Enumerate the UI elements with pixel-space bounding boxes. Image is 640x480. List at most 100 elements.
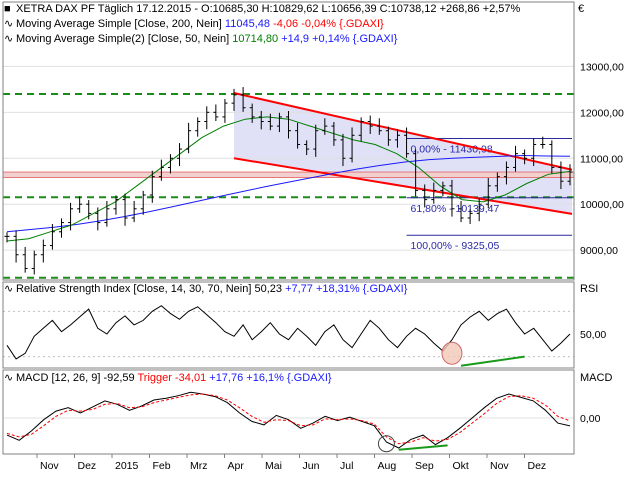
panel-frame [2, 281, 575, 369]
rsi-legend: ∿ Relative Strength Index [Close, 14, 30… [4, 283, 598, 295]
price-bar [86, 200, 92, 220]
rsi-legend-row: Relative Strength Index [Close, 14, 30, … [16, 283, 408, 295]
price-bar [322, 118, 328, 135]
macd-trigger-value: -34,01 [175, 372, 206, 384]
price-bar [240, 87, 246, 112]
rsi-tick-label: 50,00 [580, 329, 606, 341]
price-bar [131, 200, 137, 223]
ma200-icon: ∿ [4, 18, 13, 30]
macd-divergence-arrow [398, 444, 448, 451]
price-bar [231, 88, 237, 111]
price-bar [276, 112, 282, 133]
price-bar [186, 122, 192, 154]
macd-divergence-marker [377, 435, 395, 453]
price-bar [522, 149, 528, 165]
price-bar [503, 161, 509, 185]
price-bar [449, 179, 455, 217]
x-tick-label: Nov [490, 460, 509, 472]
price-bar [513, 145, 519, 172]
price-bar [494, 172, 500, 192]
price-bar [58, 218, 64, 238]
price-bar [431, 182, 437, 204]
price-bar [177, 143, 183, 167]
price-bar [458, 200, 464, 223]
price-bar [540, 136, 546, 149]
price-bar [213, 104, 219, 122]
price-bar [440, 181, 446, 197]
price-bar [349, 127, 355, 163]
x-tick-label: Mai [265, 460, 282, 472]
price-bar [422, 184, 428, 208]
x-tick-label: Feb [153, 460, 171, 472]
price-bar [385, 126, 391, 146]
price-bar [204, 106, 210, 130]
price-legend: ■ XETRA DAX PF Täglich 17.12.2015 - O:10… [4, 3, 584, 45]
x-tick-label: Mrz [190, 460, 208, 472]
price-bar [413, 149, 419, 197]
price-bar [394, 129, 400, 148]
macd-axis-title: MACD [580, 372, 612, 384]
macd-panel: 0,00 [3, 391, 601, 453]
x-tick-label: Dez [78, 460, 97, 472]
instrument-title: XETRA DAX PF Täglich 17.12.2015 - O:1068… [16, 3, 521, 15]
price-bar [476, 198, 482, 222]
price-bar [31, 250, 37, 275]
currency-label: € [578, 3, 584, 15]
macd-label: MACD [12, 26, 9] [16, 372, 100, 384]
rsi-divergence-arrow [460, 355, 525, 367]
price-bar [249, 103, 255, 123]
price-bar [267, 113, 273, 131]
fib-label: 100,00% - 9325,05 [411, 240, 500, 252]
rsi-icon: ∿ [4, 283, 13, 295]
price-panel: 13000,0012000,0011000,0010000,009000,000… [2, 61, 624, 279]
ma50-legend-row: Moving Average Simple(2) [Close, 50, Nei… [16, 33, 398, 45]
price-bar [22, 246, 28, 273]
ma50-icon: ∿ [4, 33, 13, 45]
macd-change: +17,76 +16,1% {.GDAXI} [209, 372, 332, 384]
macd-icon: ∿ [4, 372, 13, 384]
price-bar [49, 223, 55, 250]
macd-value: -92,59 [103, 372, 134, 384]
rsi-value: 50,23 [254, 283, 282, 295]
price-bar [304, 140, 310, 156]
ma200-label: Moving Average Simple [Close, 200, Nein] [16, 18, 222, 30]
x-tick-label: Jun [303, 460, 320, 472]
price-bar [313, 124, 319, 157]
ma200-value: 11045,48 [225, 18, 270, 30]
price-tick-label: 12000,00 [580, 107, 624, 119]
price-bar [404, 127, 410, 158]
price-tick-label: 9000,00 [580, 245, 618, 257]
macd-tick-label: 0,00 [580, 413, 601, 425]
x-tick-label: Okt [453, 460, 469, 472]
x-tick-label: Jul [340, 460, 353, 472]
price-bar [331, 121, 337, 146]
price-bar [340, 133, 346, 167]
macd-legend-row: MACD [12, 26, 9] -92,59 Trigger -34,01 +… [16, 372, 332, 384]
price-bar [558, 161, 564, 190]
x-tick-label: Aug [378, 460, 397, 472]
price-bar [531, 138, 537, 167]
x-axis: Nov Dez 2015 Feb Mrz Apr Mai Jun Jul Aug Sep Okt Nov… [36, 454, 546, 472]
price-bar [467, 209, 473, 224]
price-bar [13, 230, 19, 263]
rsi-divergence-marker [441, 341, 463, 365]
price-bar [113, 195, 119, 215]
price-bar [40, 239, 46, 263]
price-bar [295, 122, 301, 149]
price-tick-label: 10000,00 [580, 199, 624, 211]
price-bar [367, 115, 373, 134]
price-bar [286, 110, 291, 139]
price-bar [485, 178, 491, 209]
ma200-change: -4,06 -0,04% {.GDAXI} [273, 18, 384, 30]
macd-line [6, 391, 571, 449]
x-tick-label: Nov [40, 460, 59, 472]
x-tick-label: 2015 [115, 460, 139, 472]
x-tick-label: Sep [415, 460, 434, 472]
price-bar [358, 117, 364, 142]
panel-frame [2, 369, 575, 455]
price-bar [376, 118, 382, 135]
rsi-axis-title: RSI [580, 283, 598, 295]
price-bar [149, 170, 155, 203]
